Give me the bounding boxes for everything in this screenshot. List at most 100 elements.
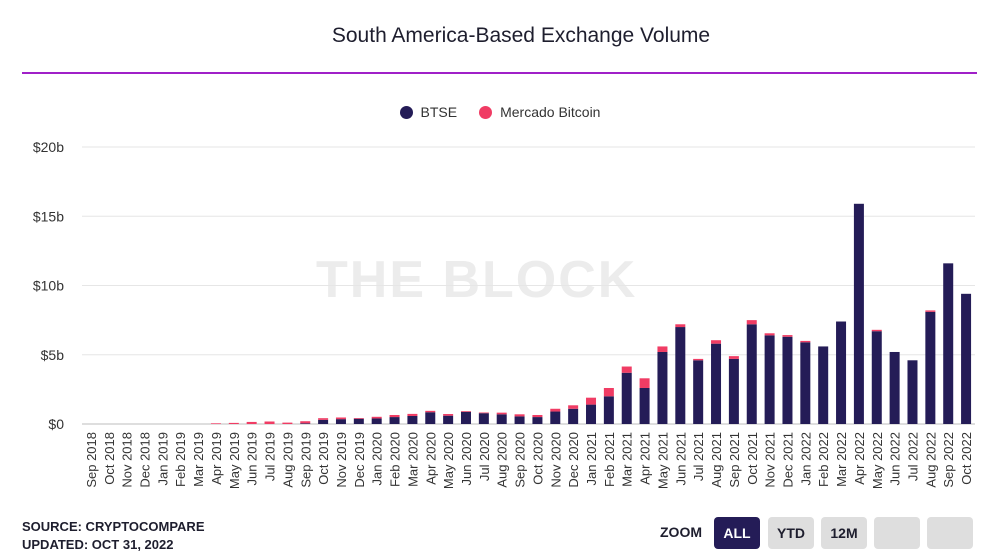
bar-btse (550, 411, 561, 424)
x-tick-label: Oct 2020 (530, 432, 545, 485)
bar-mercado-bitcoin (657, 346, 668, 352)
bar-mercado-bitcoin (228, 422, 239, 424)
x-tick-label: Jul 2019 (263, 432, 278, 481)
bar-mercado-bitcoin (746, 320, 757, 325)
x-tick-label: Dec 2020 (566, 432, 581, 488)
bar-btse (853, 203, 864, 424)
bar-mercado-bitcoin (496, 412, 507, 415)
y-tick-label: $10b (33, 278, 64, 294)
y-tick-label: $20b (33, 139, 64, 155)
bar-btse (711, 343, 722, 424)
bar-mercado-bitcoin (871, 329, 882, 332)
bar-btse (836, 321, 847, 424)
bar-mercado-bitcoin (711, 340, 722, 344)
x-tick-label: Jan 2019 (155, 432, 170, 486)
watermark: THE BLOCK (316, 251, 638, 309)
bar-mercado-bitcoin (443, 414, 454, 416)
legend-item-btse[interactable]: BTSE (399, 104, 457, 120)
x-tick-label: Dec 2019 (352, 432, 367, 488)
zoom-12m-button[interactable]: 12M (821, 517, 867, 549)
x-tick-label: Feb 2019 (173, 432, 188, 487)
bar-btse (728, 358, 739, 424)
bar-btse (782, 336, 793, 424)
bar-btse (407, 415, 418, 424)
zoom-ytd-button[interactable]: YTD (768, 517, 814, 549)
bar-mercado-bitcoin (318, 418, 329, 420)
bar-btse (693, 360, 704, 424)
x-tick-label: Feb 2022 (816, 432, 831, 487)
bar-btse (586, 404, 597, 424)
bar-mercado-bitcoin (782, 335, 793, 337)
bar-mercado-bitcoin (728, 356, 739, 359)
bar-btse (907, 360, 918, 424)
bar-mercado-bitcoin (764, 333, 775, 336)
x-tick-label: Apr 2022 (852, 432, 867, 485)
bar-mercado-bitcoin (925, 310, 936, 312)
bar-mercado-bitcoin (621, 366, 632, 373)
x-tick-label: Sep 2019 (298, 432, 313, 488)
x-tick-label: Apr 2021 (638, 432, 653, 485)
x-tick-label: Feb 2021 (602, 432, 617, 487)
bar-mercado-bitcoin (282, 422, 293, 424)
y-tick-label: $5b (41, 347, 65, 363)
bar-btse (925, 311, 936, 424)
y-tick-label: $15b (33, 208, 64, 224)
x-tick-label: Oct 2021 (745, 432, 760, 485)
bar-mercado-bitcoin (800, 340, 811, 343)
zoom-button-4[interactable] (874, 517, 920, 549)
legend-label-mercado-bitcoin: Mercado Bitcoin (500, 104, 601, 120)
bar-mercado-bitcoin (210, 423, 221, 424)
bar-btse (621, 372, 632, 424)
x-tick-label: Aug 2019 (280, 432, 295, 488)
x-tick-label: Aug 2020 (495, 432, 510, 488)
x-tick-label: Feb 2020 (388, 432, 403, 487)
zoom-label: ZOOM (660, 524, 702, 540)
x-tick-label: Sep 2020 (513, 432, 528, 488)
y-tick-label: $0 (48, 416, 64, 432)
x-tick-label: Oct 2018 (102, 432, 117, 485)
x-tick-label: Nov 2018 (120, 432, 135, 488)
zoom-all-button[interactable]: ALL (714, 517, 760, 549)
x-tick-label: Oct 2019 (316, 432, 331, 485)
chart-title: South America-Based Exchange Volume (331, 24, 711, 47)
bar-btse (675, 327, 686, 424)
x-tick-label: Jun 2019 (245, 432, 260, 486)
x-tick-label: Jul 2022 (905, 432, 920, 481)
bar-btse (335, 419, 346, 424)
zoom-button-5[interactable] (927, 517, 973, 549)
bar-btse (764, 335, 775, 424)
bar-btse (818, 346, 829, 424)
bar-btse (389, 417, 400, 424)
x-tick-label: Apr 2020 (423, 432, 438, 485)
bar-btse (568, 408, 579, 424)
x-tick-label: Aug 2022 (923, 432, 938, 488)
x-tick-label: Nov 2019 (334, 432, 349, 488)
footer-source: SOURCE: CRYPTOCOMPARE (22, 519, 205, 534)
bar-btse (871, 331, 882, 424)
title-divider (22, 72, 977, 74)
bar-btse (746, 324, 757, 424)
x-tick-label: Mar 2019 (191, 432, 206, 487)
bar-btse (300, 423, 311, 424)
bar-btse (603, 396, 614, 424)
bar-btse (639, 387, 650, 424)
x-tick-label: Jun 2022 (888, 432, 903, 486)
bar-mercado-bitcoin (586, 397, 597, 405)
bar-mercado-bitcoin (550, 408, 561, 412)
legend-item-mercado-bitcoin[interactable]: Mercado Bitcoin (479, 104, 600, 120)
bar-btse (425, 412, 436, 424)
bar-btse (496, 414, 507, 424)
x-tick-label: Jan 2022 (798, 432, 813, 486)
x-tick-label: May 2020 (441, 432, 456, 489)
x-tick-label: Jan 2020 (370, 432, 385, 486)
bar-btse (961, 293, 972, 424)
bar-btse (889, 351, 900, 424)
bar-mercado-bitcoin (264, 421, 275, 424)
bar-mercado-bitcoin (478, 412, 489, 414)
bar-mercado-bitcoin (353, 418, 364, 419)
bar-mercado-bitcoin (514, 414, 525, 417)
bar-mercado-bitcoin (335, 417, 346, 420)
legend-marker-btse-icon (399, 105, 413, 119)
x-tick-label: Dec 2021 (780, 432, 795, 488)
